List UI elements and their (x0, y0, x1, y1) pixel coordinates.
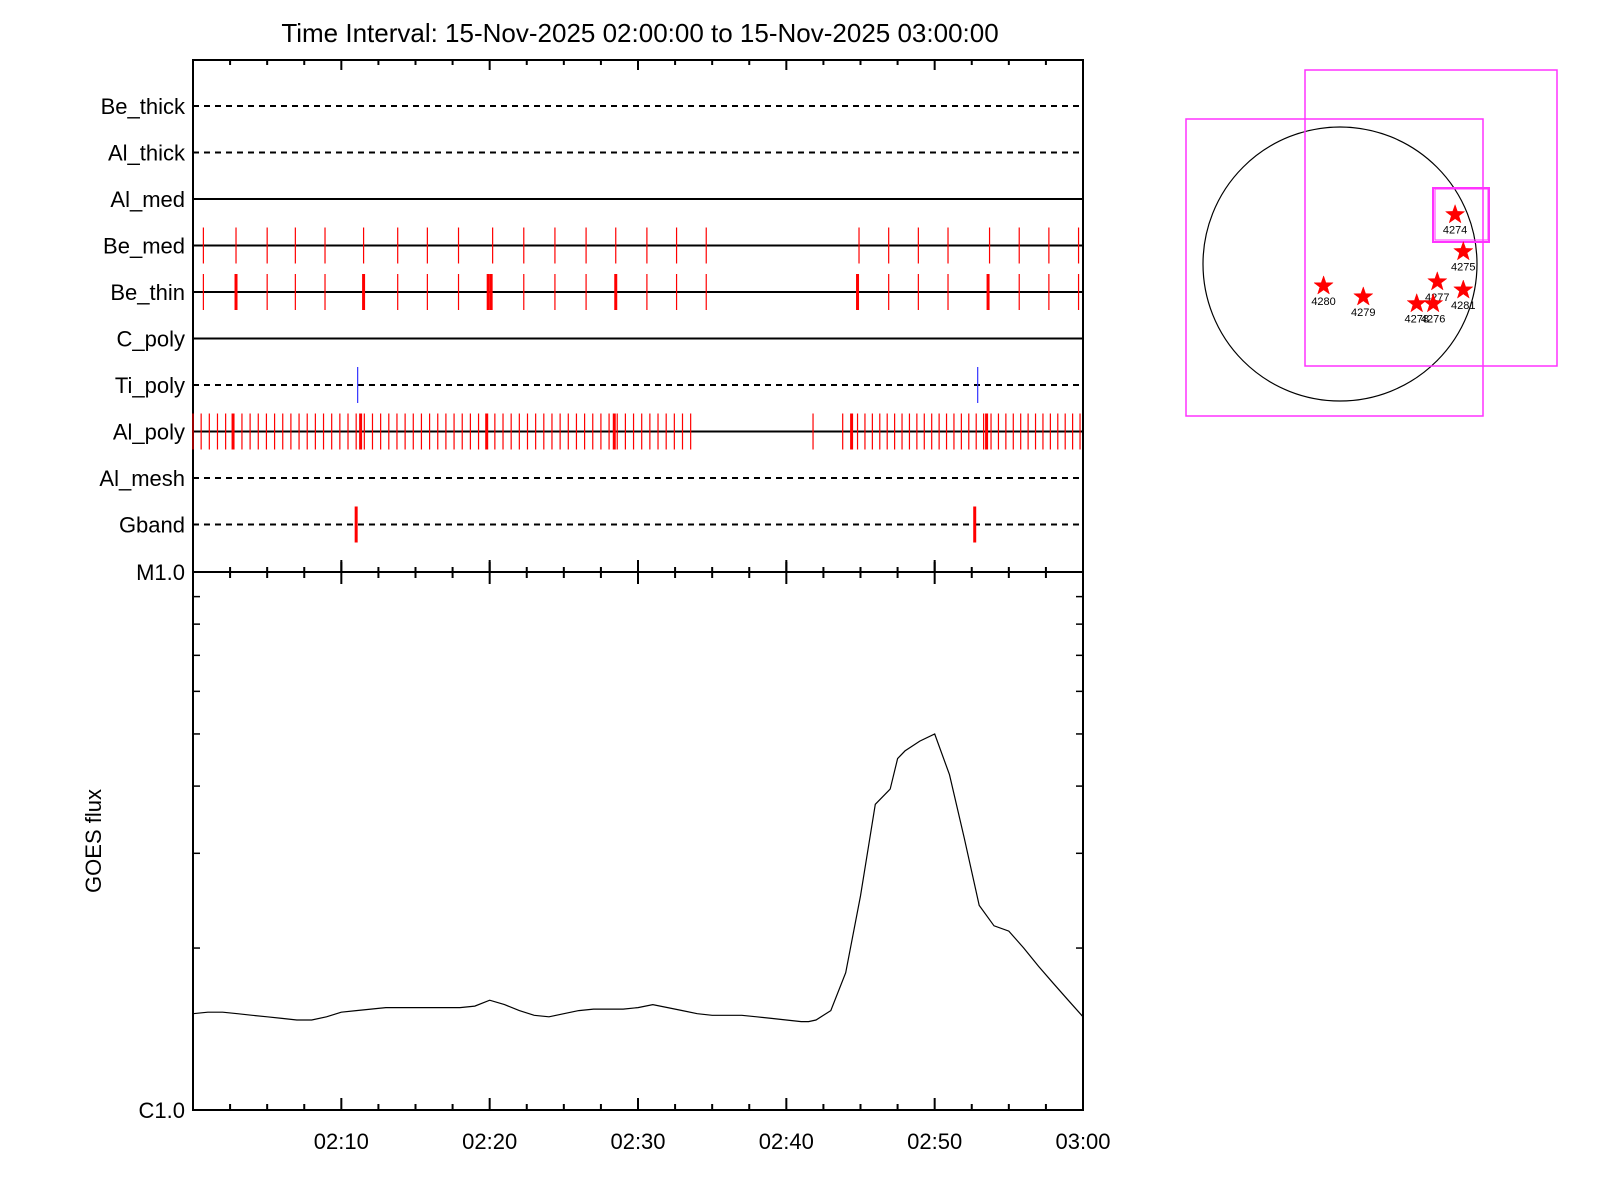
y-tick-label-top: M1.0 (136, 560, 185, 585)
channel-label-be-thin: Be_thin (110, 280, 185, 305)
x-tick-label: 02:20 (462, 1129, 517, 1154)
channel-label-be-thick: Be_thick (101, 94, 186, 119)
timeline-frame (192, 59, 1084, 573)
active-region-star (1406, 292, 1427, 313)
timeline-panel: Be_thick Al_thick Al_med Be_med Be_thin C_pol… (99, 59, 1084, 573)
channel-label-gband: Gband (119, 513, 185, 538)
fov-box-offset (1304, 69, 1558, 367)
solar-limb (1202, 126, 1478, 402)
channel-label-al-mesh: Al_mesh (99, 466, 185, 491)
active-region-star (1313, 275, 1334, 295)
channel-label-al-poly: Al_poly (113, 420, 185, 445)
active-region-star (1427, 271, 1448, 291)
x-tick-label: 02:50 (907, 1129, 962, 1154)
fov-box-small-inner (1434, 188, 1489, 241)
active-region-label: 4274 (1443, 225, 1467, 237)
x-tick-label: 02:10 (314, 1129, 369, 1154)
active-region-star (1444, 203, 1466, 224)
active-region-star (1422, 292, 1444, 313)
active-region-star (1453, 240, 1474, 261)
fov-box-small (1432, 187, 1490, 243)
active-region-label: 4281 (1451, 300, 1475, 312)
x-tick-label: 02:30 (610, 1129, 665, 1154)
active-region-label: 4275 (1451, 262, 1475, 274)
active-region-label: 4280 (1311, 296, 1335, 308)
active-region-label: 4278 (1404, 314, 1428, 326)
active-region-label: 4279 (1351, 307, 1375, 319)
x-tick-label: 03:00 (1055, 1129, 1110, 1154)
channel-label-ti-poly: Ti_poly (115, 373, 185, 398)
x-tick-label: 02:40 (759, 1129, 814, 1154)
active-region-label: 4276 (1421, 314, 1445, 326)
active-region-star (1453, 279, 1474, 299)
goes-flux-line (192, 733, 1084, 1023)
y-axis-label: GOES flux (81, 789, 106, 893)
active-region-star (1353, 286, 1374, 306)
fov-box-large (1185, 118, 1484, 417)
y-tick-label-bottom: C1.0 (139, 1098, 185, 1123)
goes-lightcurve-panel: 02:10 02:20 02:30 02:40 02:50 03:00 M1.0 C1.0 GO… (81, 560, 1111, 1154)
channel-label-al-thick: Al_thick (108, 141, 186, 166)
channel-label-al-med: Al_med (110, 187, 185, 212)
chart-title: Time Interval: 15-Nov-2025 02:00:00 to 1… (281, 18, 998, 48)
channel-label-be-med: Be_med (103, 234, 185, 259)
lightcurve-frame (192, 571, 1084, 1111)
channel-label-c-poly: C_poly (117, 327, 185, 352)
